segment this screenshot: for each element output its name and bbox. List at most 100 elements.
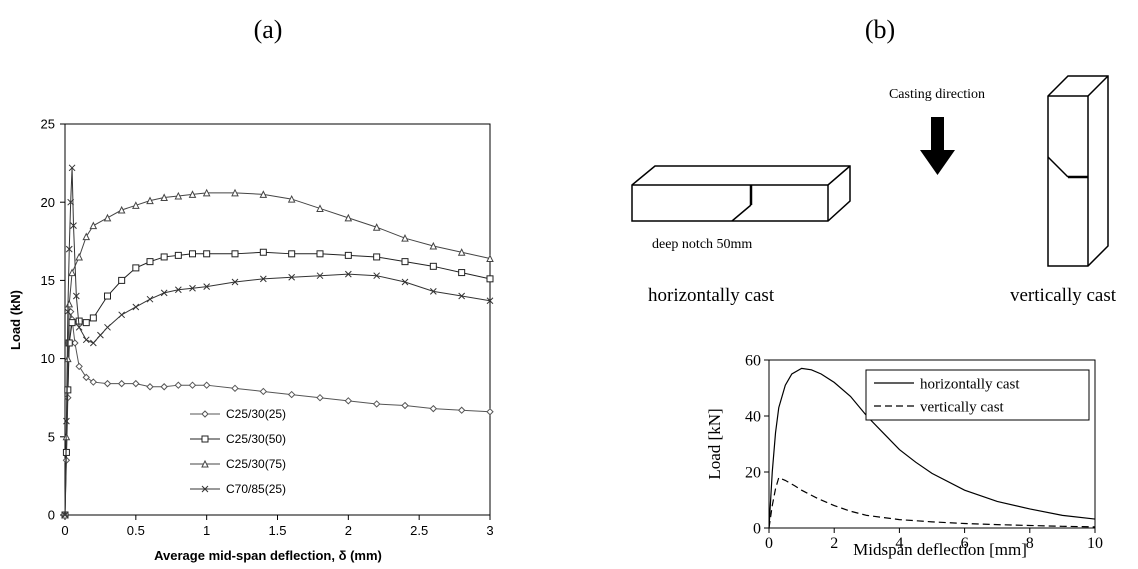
data-point [160,383,168,391]
data-point [458,292,466,300]
data-point [486,297,494,305]
chart-b: 0 2 4 6 8 10 0 20 40 60 horizontally cast vertical… [705,353,1103,559]
y-tick-label: 10 [41,351,55,366]
chart-b-axes: 0 2 4 6 8 10 0 20 40 60 [745,353,1103,552]
data-point [64,354,72,363]
data-point [82,336,90,344]
vertical-specimen-drawing [1047,75,1109,267]
series-c25-30-75- [61,188,494,519]
data-point [288,273,296,281]
notch-label: deep notch 50mm [652,237,752,252]
x-tick-label: 2 [345,523,352,538]
data-point [288,250,296,258]
data-point [118,276,126,284]
data-point [132,379,140,388]
chart-a-ylabel: Load (kN) [8,290,23,350]
data-point [372,400,381,408]
legend-box [865,369,1090,421]
data-point [188,381,197,389]
legend-label: C25/30(50) [226,432,286,446]
data-point [316,204,324,212]
data-point [64,308,72,316]
chart-b-legend: horizontally cast vertically cast [865,369,1090,421]
data-point [429,404,438,413]
panel-b-label: (b) [865,15,895,44]
data-point [68,164,76,172]
data-point [188,190,197,198]
chart-a-xlabel: Average mid-span deflection, δ (mm) [154,548,382,563]
data-point [231,188,239,197]
data-point [457,248,466,256]
data-point [287,194,296,203]
x-tick-label: 10 [1087,535,1103,552]
data-point [231,250,239,258]
y-tick-label: 25 [41,117,55,132]
data-point [486,408,494,416]
data-point [174,381,183,389]
data-point [372,223,381,231]
data-point [82,319,90,327]
legend-marker [201,459,209,468]
legend-marker [201,485,209,493]
y-tick-label: 60 [745,353,761,370]
x-tick-label: 2.5 [410,523,428,538]
data-point [65,245,73,253]
horizontal-specimen-drawing [631,165,851,222]
data-point [89,221,98,230]
data-point [458,269,466,277]
data-point [103,379,112,388]
x-tick-label: 0 [61,523,68,538]
data-point [132,264,140,272]
data-point [89,378,98,386]
data-point [259,387,268,396]
x-tick-label: 4 [895,535,903,552]
data-point [146,383,154,391]
legend-label: horizontally cast [920,376,1020,392]
data-point [146,295,154,303]
data-point [117,379,126,388]
data-point [70,222,77,230]
legend-marker [201,410,209,418]
x-tick-label: 1.5 [268,523,286,538]
data-point [104,292,111,300]
casting-direction-label: Casting direction [889,87,985,102]
legend-label: vertically cast [920,399,1005,415]
series-line [768,476,1096,529]
series-line [64,311,491,516]
y-tick-label: 0 [753,521,761,538]
y-tick-label: 40 [745,409,761,426]
chart-b-plot-area [768,359,1096,529]
chart-a-series [61,164,494,519]
chart-a-axes: 0 0.5 1 1.5 2 2.5 3 0 5 10 15 20 25 [41,117,494,538]
data-point [118,311,126,319]
data-point [189,284,196,292]
data-point [202,381,211,389]
data-point [89,314,97,322]
data-point [316,272,324,280]
data-point [67,198,75,206]
series-c70-85-25- [61,164,494,519]
data-point [63,417,70,425]
data-point [203,283,211,291]
chart-b-ylabel: Load [kN] [705,408,724,479]
data-point [68,319,76,327]
data-point [65,299,74,308]
series-line [64,167,491,516]
data-point [132,201,140,209]
data-point [344,270,352,278]
series-vertically-cast [768,476,1096,529]
vertical-caption: vertically cast [1010,285,1117,306]
series-line [64,192,491,516]
data-point [75,252,83,261]
data-point [160,289,168,297]
data-point [174,286,182,294]
series-c25-30-50- [61,248,494,519]
data-point [429,241,438,250]
data-point [64,386,72,394]
data-point [97,331,104,339]
data-point [373,253,381,261]
x-tick-label: 2 [830,535,838,552]
series-line [768,367,1096,529]
data-point [160,253,168,261]
